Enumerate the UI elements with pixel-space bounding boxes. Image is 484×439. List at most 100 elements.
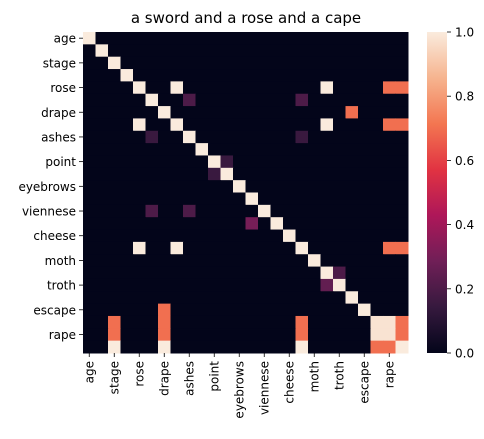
heatmap-cell xyxy=(195,328,209,342)
heatmap-cell xyxy=(308,340,321,354)
heatmap-cell xyxy=(233,180,246,193)
y-tick-label: point xyxy=(45,155,76,169)
heatmap-cell xyxy=(283,118,296,132)
heatmap-cell xyxy=(358,155,371,169)
heatmap-cell xyxy=(333,278,346,292)
heatmap-cell xyxy=(108,229,121,243)
heatmap-cell xyxy=(183,303,196,317)
heatmap-cell xyxy=(158,106,171,119)
heatmap-cell xyxy=(320,204,334,218)
heatmap-cell xyxy=(395,32,409,45)
heatmap-cell xyxy=(270,340,284,354)
heatmap-cell xyxy=(345,192,359,206)
heatmap-cell xyxy=(108,328,121,342)
heatmap-cell xyxy=(95,241,109,255)
heatmap-cell xyxy=(83,217,96,231)
heatmap-cell xyxy=(195,229,209,243)
heatmap-cell xyxy=(208,328,221,342)
y-tick-label: viennese xyxy=(22,205,76,219)
heatmap-cell xyxy=(333,130,346,144)
heatmap-cell xyxy=(358,291,371,305)
heatmap-cell xyxy=(383,229,396,243)
heatmap-cell xyxy=(270,56,284,70)
heatmap-cell xyxy=(195,93,209,107)
heatmap-cell xyxy=(170,167,184,181)
heatmap-cell xyxy=(395,315,409,329)
heatmap-cell xyxy=(120,44,134,58)
heatmap-cell xyxy=(108,241,121,255)
colorbar-tick-label: 0.4 xyxy=(455,218,474,232)
heatmap-cell xyxy=(345,291,359,305)
heatmap-cell xyxy=(195,266,209,280)
heatmap-cell xyxy=(220,241,234,255)
heatmap-cell xyxy=(283,130,296,144)
heatmap-cell xyxy=(170,266,184,280)
heatmap-cell xyxy=(83,56,96,70)
heatmap-cell xyxy=(183,56,196,70)
heatmap-cell xyxy=(145,291,159,305)
heatmap-cell xyxy=(183,130,196,144)
heatmap-cell xyxy=(383,328,396,342)
heatmap-cell xyxy=(308,81,321,95)
heatmap-cell xyxy=(158,204,171,218)
heatmap-cell xyxy=(395,143,409,156)
heatmap-cell xyxy=(183,278,196,292)
heatmap-cell xyxy=(133,56,146,70)
heatmap-cell xyxy=(358,303,371,317)
heatmap-cell xyxy=(395,130,409,144)
heatmap-cell xyxy=(270,44,284,58)
y-tick-label: age xyxy=(54,32,76,46)
heatmap-cell xyxy=(358,93,371,107)
heatmap-cell xyxy=(220,56,234,70)
heatmap-cell xyxy=(145,340,159,354)
heatmap-cell xyxy=(395,118,409,132)
heatmap-cell xyxy=(133,192,146,206)
heatmap-cell xyxy=(120,328,134,342)
heatmap-cell xyxy=(383,315,396,329)
heatmap-cell xyxy=(170,241,184,255)
heatmap-cell xyxy=(245,204,259,218)
heatmap-cell xyxy=(333,192,346,206)
heatmap-cell xyxy=(308,93,321,107)
heatmap-cell xyxy=(370,56,384,70)
heatmap-cell xyxy=(145,167,159,181)
heatmap-cell xyxy=(83,241,96,255)
heatmap-cell xyxy=(133,340,146,354)
heatmap-cell xyxy=(220,303,234,317)
heatmap-cell xyxy=(283,291,296,305)
heatmap-cell xyxy=(83,328,96,342)
heatmap-cell xyxy=(358,56,371,70)
heatmap-cell xyxy=(308,130,321,144)
heatmap-cell xyxy=(133,69,146,82)
heatmap-cell xyxy=(283,32,296,45)
heatmap-cell xyxy=(170,32,184,45)
x-tick-label: age xyxy=(82,361,96,383)
heatmap-cell xyxy=(233,56,246,70)
heatmap-cell xyxy=(145,69,159,82)
heatmap-cell xyxy=(258,241,271,255)
heatmap-cell xyxy=(233,241,246,255)
heatmap-cell xyxy=(308,32,321,45)
heatmap-cell xyxy=(395,204,409,218)
heatmap-cell xyxy=(383,56,396,70)
colorbar-tick-label: 1.0 xyxy=(455,26,474,40)
colorbar-tick-labels: 0.0 0.2 0.4 0.6 0.8 1.0 xyxy=(447,26,474,361)
heatmap-cell xyxy=(120,180,134,193)
heatmap-cell xyxy=(333,167,346,181)
heatmap-cell xyxy=(83,44,96,58)
heatmap-cell xyxy=(395,303,409,317)
y-tick-label: rape xyxy=(49,328,76,342)
heatmap-cell xyxy=(370,241,384,255)
heatmap-cell xyxy=(333,328,346,342)
heatmap-cell xyxy=(358,315,371,329)
heatmap-cell xyxy=(370,167,384,181)
heatmap-cell xyxy=(270,143,284,156)
heatmap-cell xyxy=(220,93,234,107)
heatmap-cell xyxy=(170,254,184,268)
heatmap-cell xyxy=(345,254,359,268)
heatmap-cell xyxy=(95,155,109,169)
heatmap-cell xyxy=(345,130,359,144)
heatmap-cell xyxy=(208,155,221,169)
heatmap-cell xyxy=(295,44,309,58)
heatmap-cell xyxy=(120,32,134,45)
